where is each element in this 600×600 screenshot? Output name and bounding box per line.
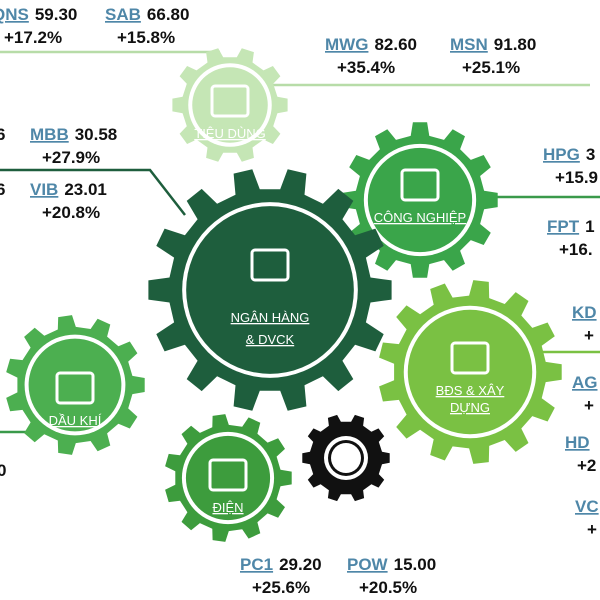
ticker: MBB [30, 125, 69, 144]
ticker: QNS [0, 5, 29, 24]
ticker: MWG [325, 35, 368, 54]
price: 66.80 [147, 5, 190, 24]
change: +17.2% [4, 28, 62, 47]
stock-quote: QNS 59.30 [0, 5, 77, 24]
ticker: VC [575, 497, 599, 516]
stock-quote: 0 [0, 461, 6, 480]
change: +35.4% [337, 58, 395, 77]
ticker: POW [347, 555, 389, 574]
ticker: AG [572, 373, 598, 392]
ticker: HD [565, 433, 590, 452]
stock-quote: PC1 29.20 [240, 555, 322, 574]
sector-label-line: NGÂN HÀNG [231, 310, 310, 325]
ticker: HPG [543, 145, 580, 164]
ticker: SAB [105, 5, 141, 24]
stock-quote: KD [572, 303, 597, 322]
price: 3 [586, 145, 595, 164]
change: +2 [577, 456, 596, 475]
stock-quote: 6 [0, 180, 5, 199]
change: + [587, 520, 597, 539]
price: 91.80 [494, 35, 537, 54]
stock-quote: VC [575, 497, 599, 516]
change: + [584, 396, 594, 415]
sector-icon [208, 458, 248, 492]
stock-quote: AG [572, 373, 598, 392]
price: 82.60 [374, 35, 417, 54]
gear-ring [192, 67, 268, 143]
change: +20.5% [359, 578, 417, 597]
stock-quote: MSN 91.80 [450, 35, 536, 54]
stock-quote: MBB 30.58 [30, 125, 117, 144]
sector-icon [450, 341, 490, 375]
stock-quote: FPT 1 [547, 217, 595, 236]
change: +15.8% [117, 28, 175, 47]
ticker: KD [572, 303, 597, 322]
connectors [0, 50, 600, 434]
gear-ring [186, 206, 354, 374]
stock-quote: MWG 82.60 [325, 35, 417, 54]
sector-icon [250, 248, 290, 282]
sector-label: TIÊU DÙNG [194, 126, 266, 141]
price: 15.00 [394, 555, 437, 574]
stock-quote: VIB 23.01 [30, 180, 107, 199]
sector-icon [210, 84, 250, 118]
change: +15.9 [555, 168, 598, 187]
price: 29.20 [279, 555, 322, 574]
price: 1 [585, 217, 594, 236]
gear-center [331, 443, 361, 473]
change: +27.9% [42, 148, 100, 167]
price: 6 [0, 125, 5, 144]
stock-quote: POW 15.00 [347, 555, 436, 574]
price: 0 [0, 461, 6, 480]
price: 6 [0, 180, 5, 199]
sector-label-line: DỰNG [450, 400, 490, 415]
sector-icon [400, 168, 440, 202]
gear-ring [185, 435, 271, 521]
sector-icon [55, 371, 95, 405]
price: 59.30 [35, 5, 78, 24]
gear-ring [28, 338, 122, 432]
change: +20.8% [42, 203, 100, 222]
stock-quote: HD [565, 433, 590, 452]
sector-label: NGÂN HÀNG & DVCK [231, 310, 310, 347]
ticker: FPT [547, 217, 580, 236]
stock-quote: 6 [0, 125, 5, 144]
stock-quote: SAB 66.80 [105, 5, 189, 24]
price: 23.01 [64, 180, 107, 199]
ticker: MSN [450, 35, 488, 54]
ticker: VIB [30, 180, 58, 199]
change: +25.1% [462, 58, 520, 77]
sector-label: DẦU KHÍ [49, 413, 102, 428]
change: + [584, 326, 594, 345]
ticker: PC1 [240, 555, 273, 574]
price: 30.58 [75, 125, 118, 144]
stock-quote: HPG 3 [543, 145, 595, 164]
sector-label: ĐIỆN [212, 500, 243, 515]
sector-label-line: BĐS & XÂY [436, 383, 505, 398]
change: +25.6% [252, 578, 310, 597]
sector-label: BĐS & XÂY DỰNG [436, 383, 505, 415]
sector-label-line: & DVCK [246, 332, 295, 347]
change: +16. [559, 240, 593, 259]
sector-label: CÔNG NGHIỆP [374, 210, 466, 225]
